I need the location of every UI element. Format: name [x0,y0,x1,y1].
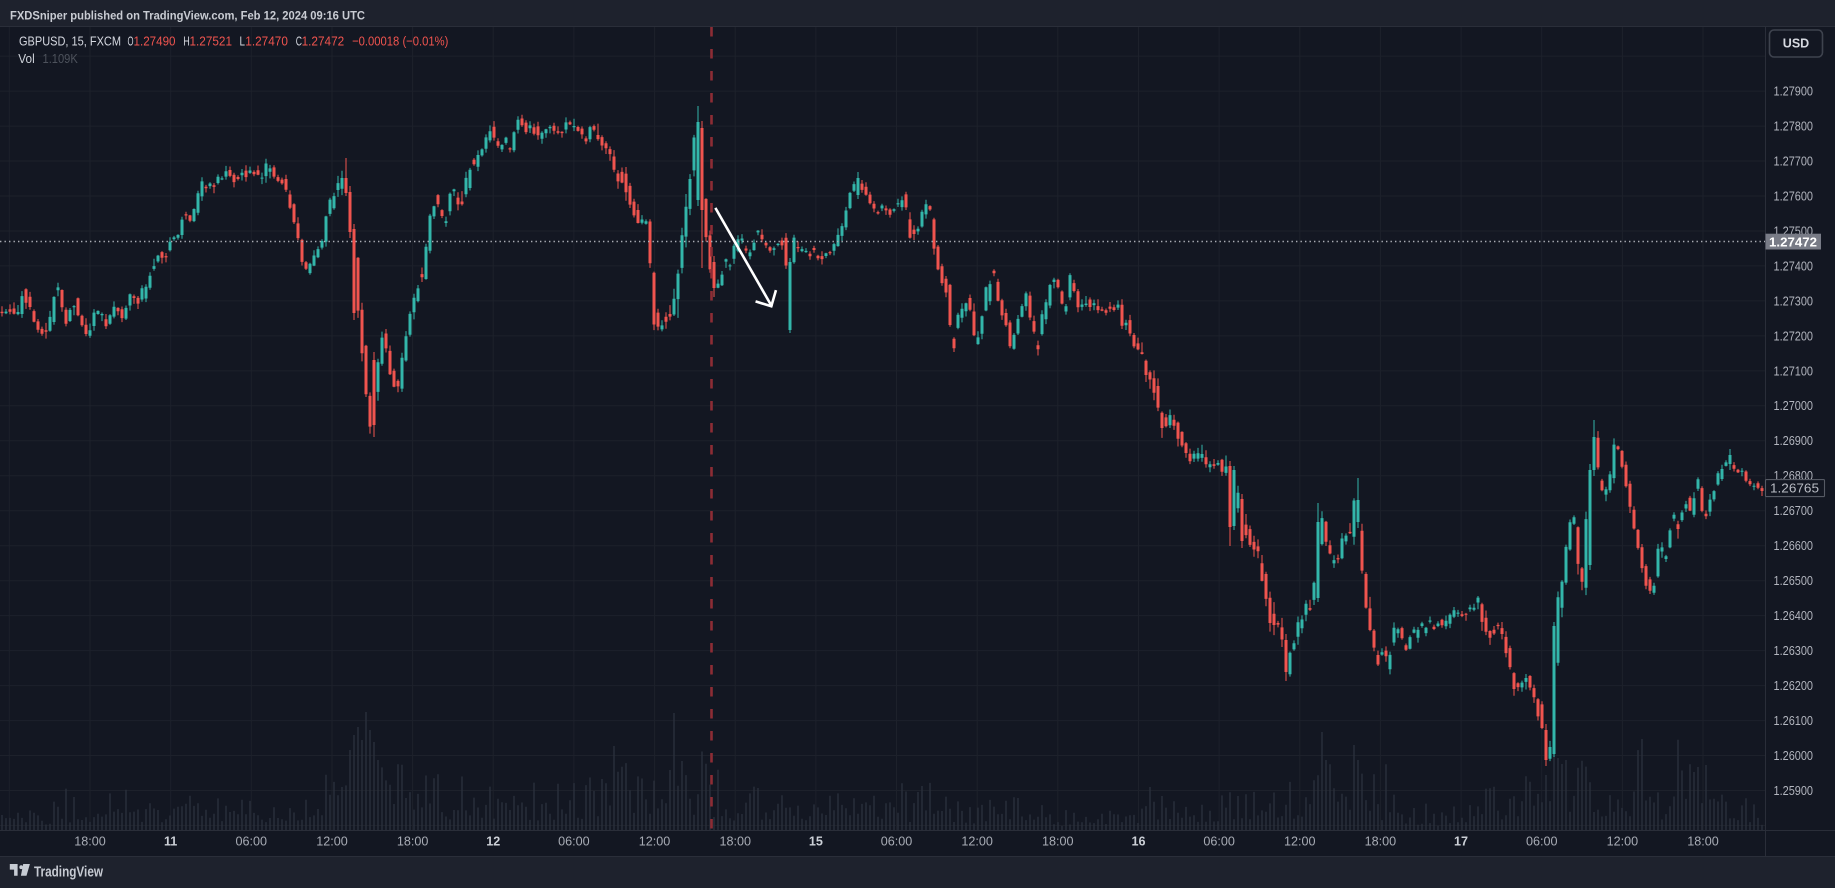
svg-text:1.27521: 1.27521 [190,34,233,49]
svg-text:GBPUSD, 15, FXCM: GBPUSD, 15, FXCM [19,34,121,49]
svg-text:18:00: 18:00 [1687,835,1719,849]
svg-text:18:00: 18:00 [1365,835,1397,849]
svg-text:12:00: 12:00 [1284,835,1316,849]
svg-text:C: C [296,34,302,49]
svg-text:−0.00018 (−0.01%): −0.00018 (−0.01%) [352,34,448,49]
svg-text:12: 12 [486,835,500,849]
svg-text:1.27300: 1.27300 [1774,294,1814,308]
svg-text:1.109K: 1.109K [43,51,79,66]
svg-text:1.26900: 1.26900 [1774,434,1814,448]
svg-text:18:00: 18:00 [74,835,106,849]
svg-text:1.27490: 1.27490 [134,34,176,49]
svg-text:1.26500: 1.26500 [1774,574,1814,588]
svg-text:1.27472: 1.27472 [1769,235,1817,249]
svg-text:1.26000: 1.26000 [1774,749,1814,763]
svg-text:16: 16 [1131,835,1145,849]
svg-text:1.26400: 1.26400 [1774,609,1814,623]
svg-text:1.26765: 1.26765 [1770,482,1819,496]
svg-text:1.25900: 1.25900 [1774,784,1814,798]
svg-text:1.27100: 1.27100 [1774,364,1814,378]
svg-text:18:00: 18:00 [1042,835,1074,849]
svg-text:1.26100: 1.26100 [1774,714,1814,728]
svg-text:06:00: 06:00 [1526,835,1558,849]
svg-text:Vol: Vol [18,51,34,66]
svg-text:1.26200: 1.26200 [1774,679,1814,693]
svg-text:06:00: 06:00 [236,835,268,849]
svg-text:18:00: 18:00 [719,835,751,849]
svg-text:1.27600: 1.27600 [1774,189,1814,203]
svg-text:1.27700: 1.27700 [1774,154,1814,168]
svg-text:1.27400: 1.27400 [1774,259,1814,273]
svg-text:TradingView: TradingView [34,864,104,880]
svg-text:1.27000: 1.27000 [1774,399,1814,413]
svg-text:18:00: 18:00 [397,835,429,849]
svg-text:1.26700: 1.26700 [1774,504,1814,518]
svg-text:12:00: 12:00 [316,835,348,849]
svg-text:1.27800: 1.27800 [1774,119,1814,133]
svg-text:FXDSniper published on Trading: FXDSniper published on TradingView.com, … [10,9,365,23]
svg-text:1.27472: 1.27472 [302,34,345,49]
svg-text:12:00: 12:00 [639,835,671,849]
svg-text:1.27900: 1.27900 [1774,85,1814,99]
svg-text:11: 11 [164,835,177,849]
svg-text:USD: USD [1783,36,1809,50]
svg-text:12:00: 12:00 [1607,835,1639,849]
svg-text:06:00: 06:00 [881,835,913,849]
svg-text:1.27200: 1.27200 [1774,329,1814,343]
svg-text:H: H [183,34,190,49]
svg-text:06:00: 06:00 [558,835,590,849]
svg-text:O: O [128,34,134,49]
svg-text:L: L [240,34,246,49]
svg-text:17: 17 [1454,835,1468,849]
svg-text:06:00: 06:00 [1203,835,1235,849]
svg-text:12:00: 12:00 [961,835,993,849]
svg-text:1.26300: 1.26300 [1774,644,1814,658]
svg-text:1.27470: 1.27470 [245,34,288,49]
svg-text:1.26600: 1.26600 [1774,539,1814,553]
svg-text:15: 15 [809,835,823,849]
